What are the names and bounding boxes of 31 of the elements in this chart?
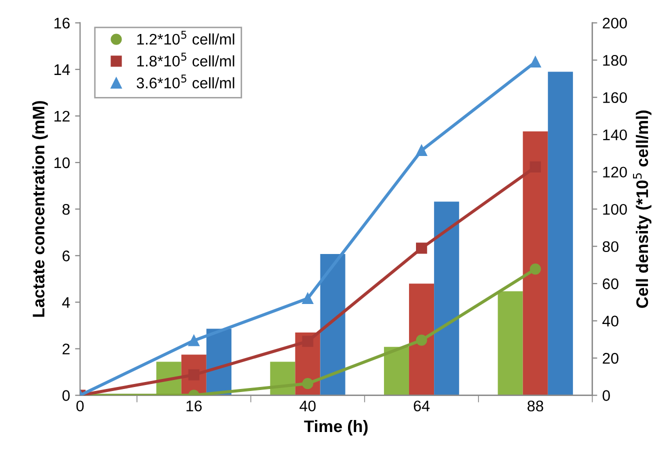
- y2-tick-label: 100: [603, 204, 627, 215]
- x-tick-label: 16: [186, 400, 202, 412]
- y-tick-label: 12: [54, 110, 70, 122]
- y2-tick-label: 120: [603, 166, 627, 178]
- y2-tick-label: 0: [602, 390, 610, 401]
- y-tick-label: 4: [62, 297, 70, 308]
- y-tick-label: 14: [54, 64, 70, 75]
- y2-tick-label: 200: [602, 18, 627, 29]
- legend-label: 1.8*10$^{5}$ cell/ml: [137, 52, 234, 67]
- y-tick-label: 6: [62, 250, 70, 262]
- y2-tick-label: 20: [602, 352, 618, 364]
- y2-tick-label: 140: [603, 129, 627, 140]
- x-axis-title: Time (h): [304, 420, 368, 436]
- y2-tick-label: 60: [602, 278, 618, 290]
- y-tick-label: 0: [62, 390, 70, 401]
- y-tick-label: 8: [62, 204, 70, 215]
- y-tick-label: 16: [54, 18, 70, 29]
- legend-label: 3.6*10$^{5}$ cell/ml: [136, 74, 234, 88]
- y-tick-label: 10: [54, 157, 70, 168]
- x-tick-label: 0: [76, 400, 84, 412]
- y2-tick-label: 180: [603, 54, 627, 66]
- x-tick-label: 88: [528, 400, 544, 412]
- y2-tick-label: 40: [602, 316, 618, 326]
- y-tick-label: 2: [62, 344, 70, 354]
- x-tick-label: 40: [300, 400, 316, 412]
- x-tick-label: 64: [414, 400, 430, 412]
- legend-label: 1.2*10$^{5}$ cell/ml: [137, 30, 234, 45]
- y2-tick-label: 160: [603, 92, 627, 104]
- y2-tick-label: 80: [602, 241, 618, 252]
- y-axis-title: Lactate concentration (mM): [32, 101, 48, 317]
- y2-axis-title: Cell density (*10$^{5}$ cell/ml): [633, 110, 652, 308]
